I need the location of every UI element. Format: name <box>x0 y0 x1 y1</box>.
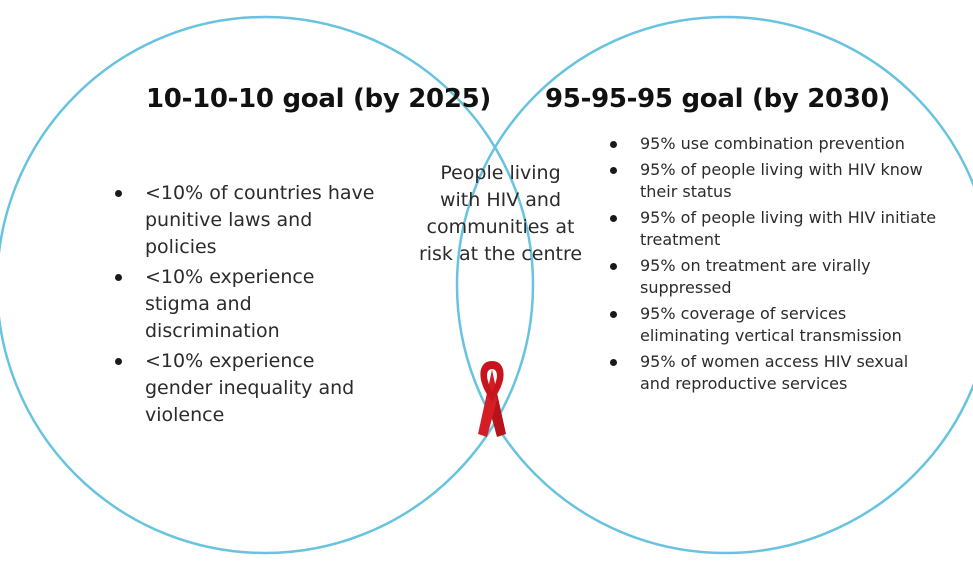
list-item: 95% of people living with HIV know their… <box>610 159 940 203</box>
list-item: 95% on treatment are virally suppressed <box>610 255 940 299</box>
right-circle <box>455 15 973 555</box>
left-goal-list: <10% of countries have punitive laws and… <box>115 180 385 432</box>
list-item: 95% use combination prevention <box>610 133 940 155</box>
list-item: <10% experience gender inequality and vi… <box>115 348 385 429</box>
right-goal-list: 95% use combination prevention 95% of pe… <box>610 133 940 399</box>
list-item: 95% of women access HIV sexual and repro… <box>610 351 940 395</box>
right-goal-title: 95-95-95 goal (by 2030) <box>545 84 891 114</box>
red-ribbon-icon <box>478 361 506 437</box>
list-item: 95% coverage of services eliminating ver… <box>610 303 940 347</box>
list-item: <10% experience stigma and discriminatio… <box>115 264 385 345</box>
left-circle <box>0 15 535 555</box>
left-goal-title: 10-10-10 goal (by 2025) <box>146 84 492 114</box>
center-overlap-text: People living with HIV and communities a… <box>418 162 583 265</box>
list-item: <10% of countries have punitive laws and… <box>115 180 385 261</box>
list-item: 95% of people living with HIV initiate t… <box>610 207 940 251</box>
